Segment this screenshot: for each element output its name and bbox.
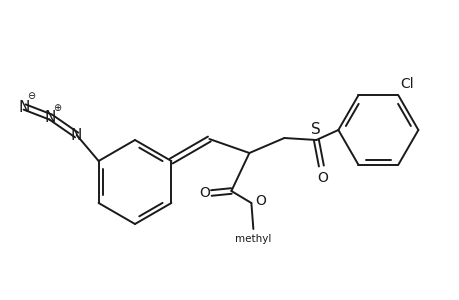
Text: O: O [198, 186, 209, 200]
Text: ⊕: ⊕ [53, 103, 62, 113]
Text: N: N [71, 128, 82, 142]
Text: O: O [255, 194, 266, 208]
Text: Cl: Cl [399, 77, 413, 92]
Text: O: O [316, 171, 327, 185]
Text: S: S [311, 122, 320, 137]
Text: methyl: methyl [235, 234, 271, 244]
Text: N: N [45, 110, 56, 124]
Text: ⊖: ⊖ [28, 91, 36, 101]
Text: N: N [19, 100, 30, 115]
